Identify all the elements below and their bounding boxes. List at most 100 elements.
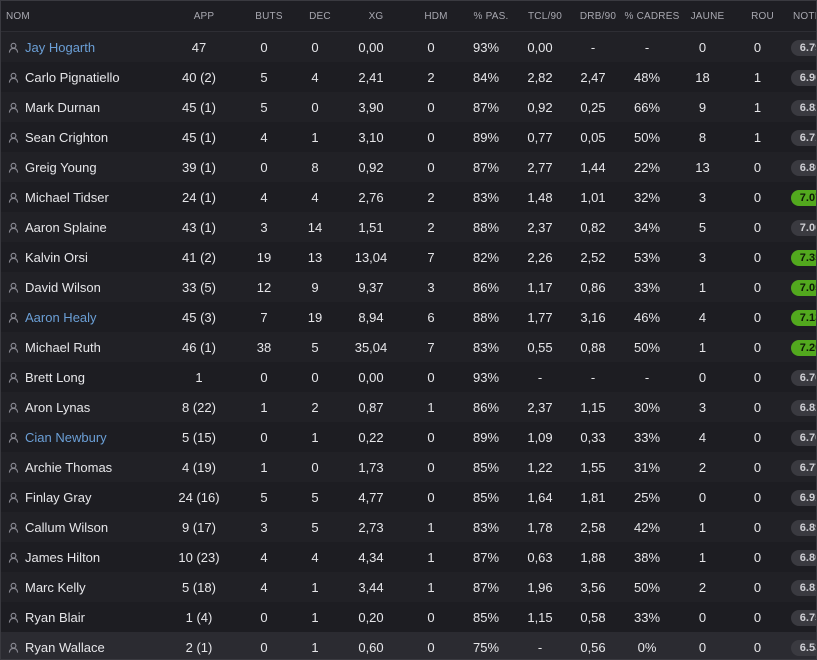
player-name-cell[interactable]: David Wilson <box>1 280 161 295</box>
player-name-cell[interactable]: Ryan Blair <box>1 610 161 625</box>
table-row[interactable]: Greig Young 39 (1) 0 8 0,92 0 87% 2,77 1… <box>1 152 816 182</box>
player-name-cell[interactable]: Aron Lynas <box>1 400 161 415</box>
player-name[interactable]: Michael Ruth <box>25 339 101 355</box>
player-name[interactable]: Archie Thomas <box>25 459 113 475</box>
table-row[interactable]: Marc Kelly 5 (18) 4 1 3,44 1 87% 1,96 3,… <box>1 572 816 602</box>
table-row[interactable]: Finlay Gray 24 (16) 5 5 4,77 0 85% 1,64 … <box>1 482 816 512</box>
table-row[interactable]: Brett Long 1 0 0 0,00 0 93% - - - 0 0 6.… <box>1 362 816 392</box>
assists-cell: 5 <box>311 519 319 535</box>
person-icon <box>8 312 19 323</box>
player-name-cell[interactable]: Aaron Splaine <box>1 220 161 235</box>
col-header-xg[interactable]: XG <box>368 10 384 22</box>
col-header-pass-pct[interactable]: % PAS. <box>473 10 509 22</box>
xg-cell: 2,73 <box>358 519 384 535</box>
player-name[interactable]: Kalvin Orsi <box>25 249 88 265</box>
player-name[interactable]: Michael Tidser <box>25 189 109 205</box>
table-row[interactable]: Mark Durnan 45 (1) 5 0 3,90 0 87% 0,92 0… <box>1 92 816 122</box>
player-name-cell[interactable]: James Hilton <box>1 550 161 565</box>
pass-pct-cell: 93% <box>472 39 500 55</box>
table-row[interactable]: Carlo Pignatiello 40 (2) 5 4 2,41 2 84% … <box>1 62 816 92</box>
player-name[interactable]: Sean Crighton <box>25 129 109 145</box>
player-name[interactable]: Ryan Wallace <box>25 639 105 655</box>
table-row[interactable]: Archie Thomas 4 (19) 1 0 1,73 0 85% 1,22… <box>1 452 816 482</box>
player-name-cell[interactable]: Carlo Pignatiello <box>1 70 161 85</box>
shots-on-target-cell: 25% <box>633 489 661 505</box>
player-name-cell[interactable]: Mark Durnan <box>1 100 161 115</box>
drb90-cell: 3,56 <box>580 579 606 595</box>
player-name[interactable]: Finlay Gray <box>25 489 92 505</box>
player-name[interactable]: Cian Newbury <box>25 429 107 445</box>
person-icon <box>8 612 19 623</box>
player-name[interactable]: James Hilton <box>25 549 101 565</box>
person-icon <box>8 492 19 503</box>
player-name-cell[interactable]: Aaron Healy <box>1 310 161 325</box>
col-header-assists[interactable]: DÉC <box>309 10 331 22</box>
table-row[interactable]: Jay Hogarth 47 0 0 0,00 0 93% 0,00 - - 0… <box>1 32 816 62</box>
shots-on-target-cell: 50% <box>633 129 661 145</box>
player-name[interactable]: Greig Young <box>25 159 97 175</box>
player-name[interactable]: Mark Durnan <box>25 99 101 115</box>
player-name[interactable]: Aaron Splaine <box>25 219 107 235</box>
col-header-tcl90[interactable]: TCL/90 <box>528 10 562 22</box>
app-cell: 1 (4) <box>185 609 213 625</box>
col-header-rating[interactable]: NOTE MO <box>793 10 816 22</box>
pass-pct-cell: 82% <box>472 249 500 265</box>
rating-cell: 6.81 <box>785 579 816 596</box>
col-header-yellow[interactable]: JAUNE <box>690 10 725 22</box>
player-name-cell[interactable]: Callum Wilson <box>1 520 161 535</box>
app-cell: 9 (17) <box>182 519 216 535</box>
col-header-app[interactable]: APP <box>193 10 215 22</box>
pass-pct-cell: 85% <box>472 459 500 475</box>
motm-cell: 0 <box>427 129 435 145</box>
table-row[interactable]: Kalvin Orsi 41 (2) 19 13 13,04 7 82% 2,2… <box>1 242 816 272</box>
table-row[interactable]: Ryan Wallace 2 (1) 0 1 0,60 0 75% - 0,56… <box>1 632 816 659</box>
table-row[interactable]: Michael Tidser 24 (1) 4 4 2,76 2 83% 1,4… <box>1 182 816 212</box>
player-name[interactable]: Aron Lynas <box>25 399 91 415</box>
player-name[interactable]: Brett Long <box>25 369 85 385</box>
player-name-cell[interactable]: Cian Newbury <box>1 430 161 445</box>
table-row[interactable]: Michael Ruth 46 (1) 38 5 35,04 7 83% 0,5… <box>1 332 816 362</box>
player-name-cell[interactable]: Finlay Gray <box>1 490 161 505</box>
player-name-cell[interactable]: Michael Ruth <box>1 340 161 355</box>
player-name-cell[interactable]: Michael Tidser <box>1 190 161 205</box>
player-name[interactable]: Aaron Healy <box>25 309 97 325</box>
yellow-cell: 1 <box>698 549 707 565</box>
table-row[interactable]: James Hilton 10 (23) 4 4 4,34 1 87% 0,63… <box>1 542 816 572</box>
col-header-shots-on-target[interactable]: % CADRÉS <box>624 10 680 22</box>
app-cell: 5 (15) <box>182 429 216 445</box>
table-row[interactable]: Aaron Splaine 43 (1) 3 14 1,51 2 88% 2,3… <box>1 212 816 242</box>
table-row[interactable]: Cian Newbury 5 (15) 0 1 0,22 0 89% 1,09 … <box>1 422 816 452</box>
table-row[interactable]: Aaron Healy 45 (3) 7 19 8,94 6 88% 1,77 … <box>1 302 816 332</box>
table-row[interactable]: Ryan Blair 1 (4) 0 1 0,20 0 85% 1,15 0,5… <box>1 602 816 632</box>
person-icon <box>8 582 19 593</box>
player-name-cell[interactable]: Jay Hogarth <box>1 40 161 55</box>
yellow-cell: 0 <box>698 369 707 385</box>
player-name-cell[interactable]: Archie Thomas <box>1 460 161 475</box>
table-row[interactable]: David Wilson 33 (5) 12 9 9,37 3 86% 1,17… <box>1 272 816 302</box>
player-name[interactable]: Jay Hogarth <box>25 39 96 55</box>
col-header-red[interactable]: ROU <box>751 10 774 22</box>
player-name[interactable]: Callum Wilson <box>25 519 109 535</box>
player-name[interactable]: Carlo Pignatiello <box>25 69 120 85</box>
col-header-drb90[interactable]: DRB/90 <box>579 10 617 22</box>
col-header-motm[interactable]: HDM <box>424 10 448 22</box>
player-name[interactable]: David Wilson <box>25 279 101 295</box>
player-name[interactable]: Ryan Blair <box>25 609 85 625</box>
player-name-cell[interactable]: Marc Kelly <box>1 580 161 595</box>
player-name[interactable]: Marc Kelly <box>25 579 86 595</box>
goals-cell: 5 <box>260 69 268 85</box>
pass-pct-cell: 87% <box>472 159 500 175</box>
player-name-cell[interactable]: Brett Long <box>1 370 161 385</box>
tcl90-cell: 2,37 <box>527 399 553 415</box>
col-header-name[interactable]: NOM <box>6 10 30 22</box>
col-header-goals[interactable]: BUTS <box>255 10 283 22</box>
player-name-cell[interactable]: Sean Crighton <box>1 130 161 145</box>
player-name-cell[interactable]: Kalvin Orsi <box>1 250 161 265</box>
xg-cell: 3,10 <box>358 129 384 145</box>
table-row[interactable]: Sean Crighton 45 (1) 4 1 3,10 0 89% 0,77… <box>1 122 816 152</box>
shots-on-target-cell: 22% <box>633 159 661 175</box>
player-name-cell[interactable]: Ryan Wallace <box>1 640 161 655</box>
player-name-cell[interactable]: Greig Young <box>1 160 161 175</box>
table-row[interactable]: Callum Wilson 9 (17) 3 5 2,73 1 83% 1,78… <box>1 512 816 542</box>
table-row[interactable]: Aron Lynas 8 (22) 1 2 0,87 1 86% 2,37 1,… <box>1 392 816 422</box>
